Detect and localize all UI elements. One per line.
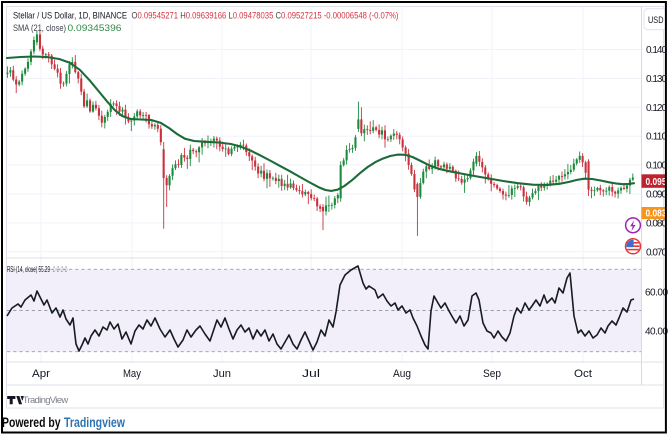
svg-text:∅ ∅ ∅ ∅: ∅ ∅ ∅ ∅ xyxy=(53,265,68,274)
svg-text:0.095: 0.095 xyxy=(646,177,667,188)
svg-text:Oct: Oct xyxy=(574,368,592,380)
svg-text:0.090: 0.090 xyxy=(646,190,667,201)
svg-text:Tradingview: Tradingview xyxy=(64,414,125,430)
svg-text:0.080: 0.080 xyxy=(646,218,667,229)
svg-text:0.09345396: 0.09345396 xyxy=(68,23,122,34)
svg-text:0.130: 0.130 xyxy=(646,74,667,85)
svg-text:Jul: Jul xyxy=(302,368,320,380)
svg-text:0.070: 0.070 xyxy=(646,247,667,258)
svg-text:RSI (14, close) 55.29: RSI (14, close) 55.29 xyxy=(7,265,50,274)
svg-text:60.00: 60.00 xyxy=(645,288,668,299)
svg-text:TradingView: TradingView xyxy=(23,395,69,406)
svg-text:SMA (21, close): SMA (21, close) xyxy=(13,23,66,33)
svg-text:40.00: 40.00 xyxy=(645,327,668,338)
svg-text:Sep: Sep xyxy=(483,368,501,380)
svg-text:Jun: Jun xyxy=(213,368,231,380)
svg-text:Powered by: Powered by xyxy=(2,414,61,430)
svg-text:O0.09545271 H0.09639166 L0.094: O0.09545271 H0.09639166 L0.09478035 C0.0… xyxy=(132,10,399,21)
svg-text:USD: USD xyxy=(648,15,664,26)
svg-text:May: May xyxy=(123,368,141,380)
svg-text:Stellar / US Dollar, 1D, BINAN: Stellar / US Dollar, 1D, BINANCE xyxy=(13,10,127,21)
svg-text:0.120: 0.120 xyxy=(646,103,667,114)
svg-text:0.140: 0.140 xyxy=(646,45,667,56)
svg-text:0.083: 0.083 xyxy=(646,209,667,220)
svg-text:Aug: Aug xyxy=(393,368,411,380)
svg-text:0.110: 0.110 xyxy=(646,132,667,143)
svg-text:Apr: Apr xyxy=(32,368,50,380)
svg-text:0.100: 0.100 xyxy=(646,161,667,172)
